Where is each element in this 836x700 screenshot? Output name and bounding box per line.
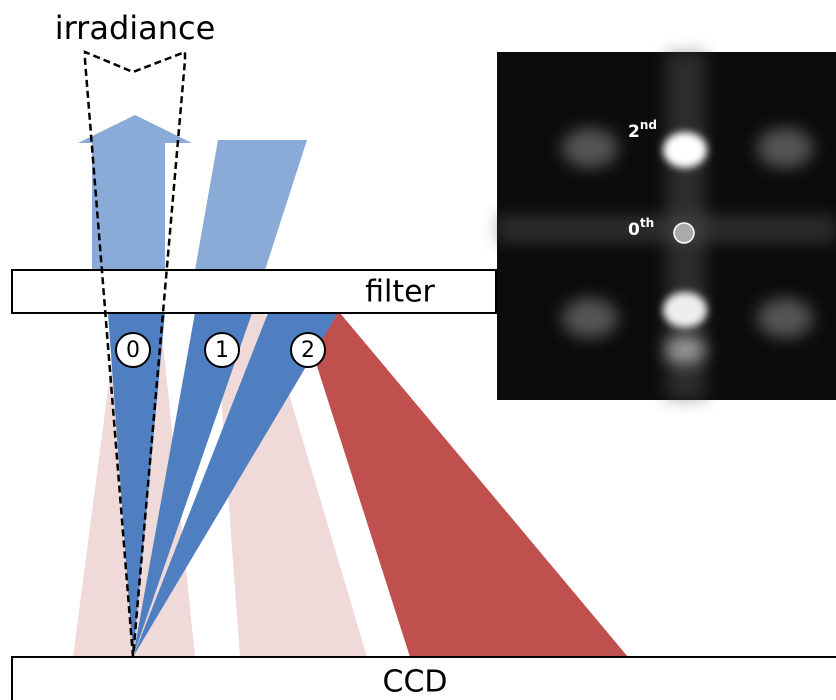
order-label: 0	[126, 338, 140, 363]
order-label: 1	[215, 338, 229, 363]
inset-label-number: 2	[628, 122, 640, 142]
inset-label-number: 0	[628, 220, 640, 240]
filter-label: filter	[365, 275, 435, 310]
inset-label-suffix: th	[640, 216, 654, 230]
order-label: 2	[301, 338, 315, 363]
irradiance-label: irradiance	[55, 9, 216, 47]
ccd-label: CCD	[383, 665, 448, 700]
blue-beam-1	[195, 140, 307, 270]
diagram: filter irradiance 0 1 2 2nd 0th CCD	[0, 0, 836, 700]
inset-label-suffix: nd	[640, 118, 657, 132]
diffraction-image	[497, 52, 836, 400]
